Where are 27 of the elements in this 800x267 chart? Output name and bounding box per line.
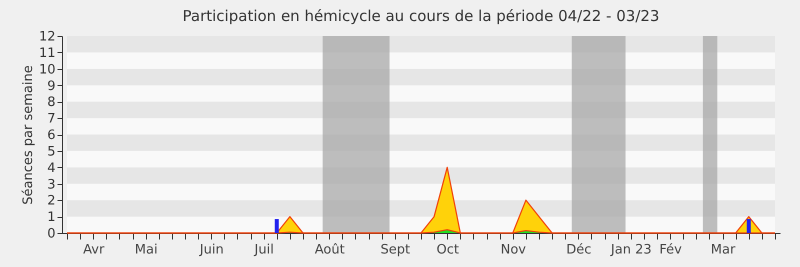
x-tick-label: Jan 23	[610, 242, 652, 258]
x-tick-label: Mai	[134, 242, 158, 258]
y-tick-label: 9	[47, 78, 56, 94]
x-tick-label: Juil	[254, 242, 274, 258]
y-tick-label: 8	[47, 95, 56, 110]
y-tick-label: 1	[47, 210, 56, 226]
x-tick-label: Fév	[659, 242, 682, 258]
x-tick-label: Août	[314, 242, 345, 258]
x-tick-label: Déc	[566, 242, 592, 258]
y-tick-label: 2	[47, 194, 56, 209]
y-tick-label: 6	[47, 128, 56, 143]
x-tick-label: Oct	[436, 242, 459, 258]
x-tick-label: Juin	[198, 242, 224, 258]
x-tick-label: Mar	[710, 242, 736, 258]
chart-title: Participation en hémicycle au cours de la période 04/22 - 03/23	[182, 7, 660, 25]
y-axis-title: Séances par semaine	[20, 65, 36, 205]
y-tick-label: 0	[47, 226, 56, 242]
y-tick-label: 7	[47, 112, 56, 127]
y-tick-label: 12	[38, 30, 56, 44]
x-tick-label: Sept	[380, 242, 410, 258]
y-tick-label: 5	[47, 144, 56, 160]
y-tick-label: 11	[38, 46, 56, 61]
x-tick-label: Avr	[83, 242, 105, 258]
y-tick-label: 10	[38, 62, 56, 78]
y-tick-label: 3	[47, 177, 56, 192]
x-tick-label: Nov	[500, 242, 526, 258]
y-tick-label: 4	[47, 160, 56, 176]
